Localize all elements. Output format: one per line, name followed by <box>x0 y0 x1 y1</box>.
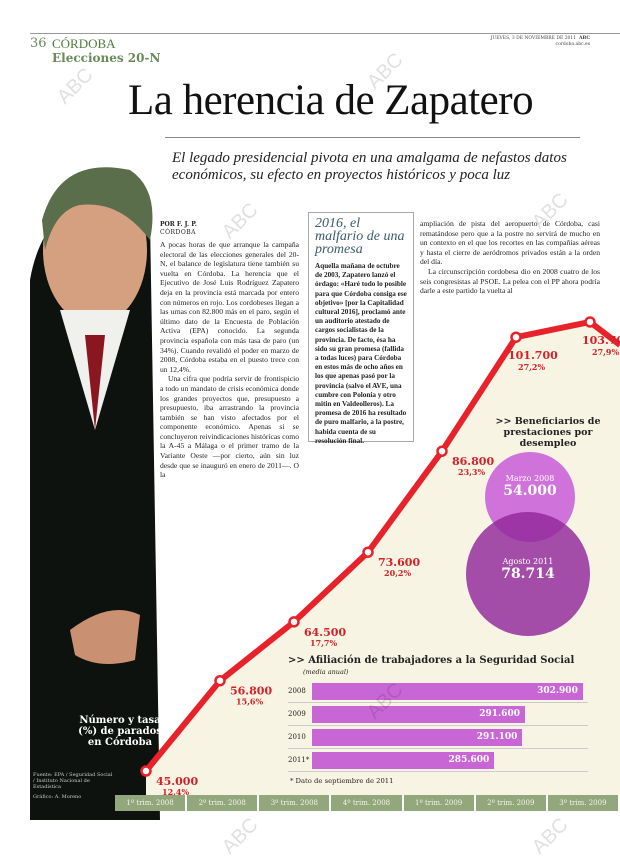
bubble-value: 78.714 <box>501 566 555 582</box>
article-column-1: A pocas horas de que arranque la campaña… <box>160 240 299 680</box>
date: JUEVES, 3 DE NOVIEMBRE DE 2011 <box>490 36 577 41</box>
data-point <box>288 616 300 628</box>
affiliation-title: >> Afiliación de trabajadores a la Segur… <box>288 655 575 666</box>
headline-rule <box>165 137 580 138</box>
axis-tick-label: 2º trim. 2008 <box>187 795 260 811</box>
top-rule <box>30 33 620 34</box>
rate-label: 27,9% <box>592 347 619 357</box>
date-line: JUEVES, 3 DE NOVIEMBRE DE 2011 ABC cordob… <box>480 36 590 48</box>
value-label: 56.800 <box>230 685 272 698</box>
bubble-agosto-2011: Agosto 2011 78.714 <box>466 512 590 636</box>
rate-label: 17,7% <box>310 638 337 648</box>
data-point <box>436 445 448 457</box>
bubble-label: Agosto 2011 <box>502 557 554 566</box>
headline: La herencia de Zapatero <box>128 77 534 124</box>
paragraph: La circunscripción cordobesa dio en 2008… <box>420 266 600 296</box>
value-label: 103.700 <box>582 334 620 347</box>
bar-row: 2011* 285.600 <box>288 749 588 772</box>
bar-value: 285.600 <box>448 755 490 765</box>
axis-tick-label: 3º trim. 2009 <box>547 795 620 811</box>
axis-tick-label: 1º trim. 2009 <box>403 795 476 811</box>
axis-tick-label: 1º trim. 2008 <box>115 795 188 811</box>
bar: 291.600 <box>312 706 525 723</box>
rate-label: 15,6% <box>236 697 263 707</box>
page-number: 36 <box>30 36 47 51</box>
brand: ABC <box>579 36 590 41</box>
article-column-3: ampliación de pista del aeropuerto de Có… <box>420 219 600 296</box>
bar-row: 2010 291.100 <box>288 726 588 749</box>
data-point <box>510 331 522 343</box>
rate-label: 23,3% <box>458 467 485 477</box>
benefits-title: >> Beneficiarios de prestaciones por des… <box>495 416 601 449</box>
bar-category: 2011* <box>288 756 310 764</box>
bar-row: 2008 302.900 <box>288 680 588 703</box>
bar-category: 2008 <box>288 687 306 695</box>
rate-label: 27,2% <box>518 362 545 372</box>
bar: 285.600 <box>312 752 495 769</box>
bar-value: 291.600 <box>479 709 520 719</box>
data-point <box>584 316 596 328</box>
bar-row: 2009 291.600 <box>288 703 588 726</box>
source-credit: Fuente: EPA / Seguridad Social / Institu… <box>33 772 113 790</box>
value-label: 73.600 <box>378 556 420 569</box>
sidebar-title: 2016, el malfario de una promesa <box>315 216 405 257</box>
subsection-name: Elecciones 20-N <box>52 51 161 65</box>
sidebar-body: Aquella mañana de octubre de 2003, Zapat… <box>315 262 407 445</box>
bar-value: 302.900 <box>537 686 578 696</box>
sidebar-box: 2016, el malfario de una promesa Aquella… <box>308 212 414 445</box>
value-label: 86.800 <box>452 455 494 468</box>
axis-tick-label: 2º trim. 2009 <box>475 795 548 811</box>
unemployment-line <box>143 318 620 773</box>
graphic-credit: Gráfico: A. Moreno <box>33 794 82 800</box>
zapatero-photo <box>30 167 160 820</box>
bubble-value: 54.000 <box>503 483 557 499</box>
line-area <box>146 321 620 800</box>
bar: 291.100 <box>312 729 523 746</box>
data-point <box>362 546 374 558</box>
bar-category: 2010 <box>288 733 306 741</box>
bar-category: 2009 <box>288 710 306 718</box>
bubble-label: Marzo 2008 <box>505 474 555 483</box>
affiliation-subtitle: (media anual) <box>303 668 349 676</box>
data-point <box>140 765 152 777</box>
rate-label: 20,2% <box>384 568 411 578</box>
line-chart-title: Número y tasa (%) de parados en Córdoba <box>78 715 162 748</box>
axis-tick-label: 4º trim. 2008 <box>331 795 404 811</box>
section-name: CÓRDOBA <box>52 36 116 51</box>
bar-value: 291.100 <box>476 732 518 742</box>
axis-tick-label: 3º trim. 2008 <box>259 795 332 811</box>
site: cordoba.abc.es <box>555 42 590 47</box>
value-label: 64.500 <box>304 626 346 639</box>
value-label: 101.700 <box>508 349 558 362</box>
rate-label: 12,4% <box>162 787 189 797</box>
paragraph: ampliación de pista del aeropuerto de Có… <box>420 219 600 267</box>
deck: El legado presidencial pivota en una ama… <box>172 150 567 183</box>
bar: 302.900 <box>312 683 583 700</box>
dateline-city: CÓRDOBA <box>160 229 196 236</box>
paragraph: Una cifra que podría servir de frontispi… <box>160 374 299 480</box>
value-label: 45.000 <box>156 775 198 788</box>
data-point <box>214 674 226 687</box>
paragraph: A pocas horas de que arranque la campaña… <box>160 240 299 374</box>
quarter-axis: 1º trim. 2008 2º trim. 2008 3º trim. 2008 4… <box>115 795 620 811</box>
byline: POR F. J. P. <box>160 221 197 228</box>
affiliation-note: * Dato de septiembre de 2011 <box>290 777 394 785</box>
